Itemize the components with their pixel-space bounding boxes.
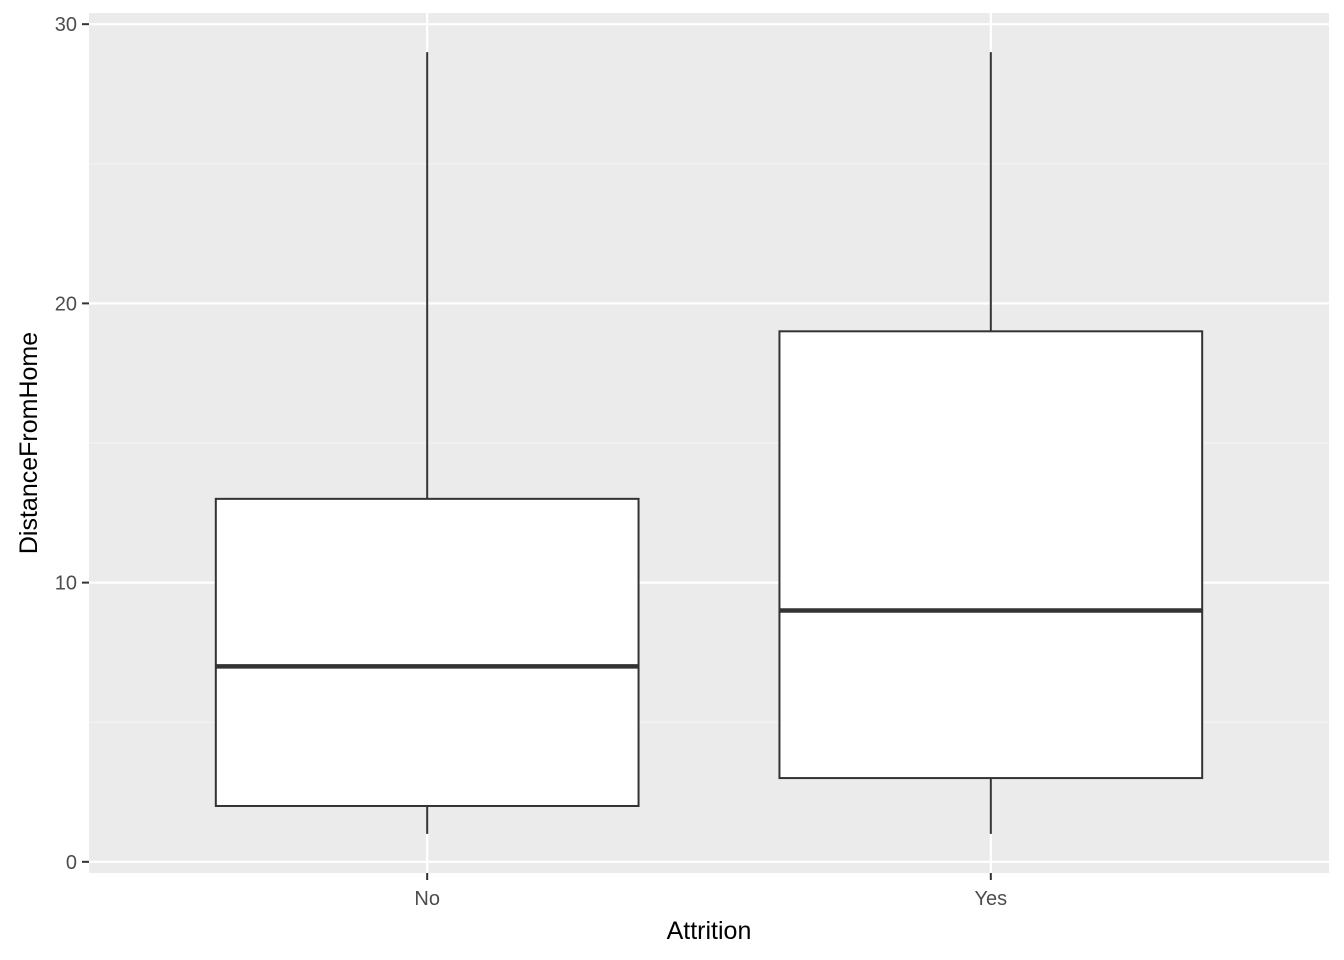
y-axis: 0 10 20 30 [55,14,89,874]
box-no [214,52,640,834]
y-axis-title: DistanceFromHome [15,332,43,554]
box-body [778,330,1204,780]
y-tick-label: 0 [66,852,77,874]
x-axis: No Yes [414,873,1007,910]
box-yes [778,52,1204,834]
x-axis-title: Attrition [667,917,752,945]
x-tick-label: Yes [974,888,1007,910]
y-tick-label: 20 [55,293,77,315]
box-series [214,52,1204,834]
y-tick-label: 10 [55,573,77,595]
y-tick-label: 30 [55,14,77,36]
box-body [214,497,640,807]
x-tick-label: No [414,888,440,910]
